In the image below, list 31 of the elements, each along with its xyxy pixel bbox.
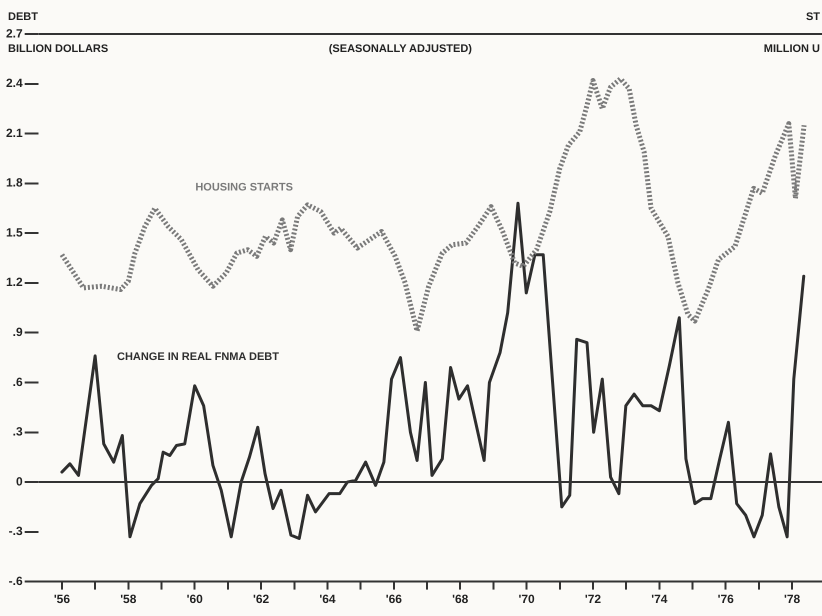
y-tick-label: 1.2 [6, 275, 23, 290]
text: DEBT [8, 11, 38, 23]
y-tick-label: -.6 [8, 574, 23, 588]
y-tick-label: 1.8 [6, 176, 23, 190]
x-tick-label: '78 [784, 592, 801, 606]
x-tick-label: '70 [518, 592, 536, 606]
y-tick-label: -.3 [8, 524, 23, 538]
x-tick-label: '72 [584, 592, 602, 606]
y-tick-label: .9 [12, 325, 23, 340]
x-tick-label: '64 [319, 592, 336, 606]
y-axis-title: BILLION DOLLARS [8, 43, 108, 55]
y-tick-label: 0 [16, 474, 23, 488]
x-tick-label: '76 [718, 592, 734, 606]
x-tick-label: '66 [386, 592, 402, 606]
y-tick-label: 1.5 [6, 225, 23, 240]
y-tick-label: .3 [12, 424, 23, 439]
x-tick-label: '74 [651, 592, 668, 606]
x-tick-label: '60 [186, 592, 204, 606]
x-tick-label: '56 [54, 592, 70, 606]
y-tick-label: .6 [12, 374, 23, 389]
series-label: HOUSING STARTS [195, 181, 293, 194]
x-tick-label: '58 [120, 592, 137, 606]
annotation: MILLION U [764, 43, 820, 55]
y-tick-label: 2.7 [6, 26, 23, 40]
x-tick-label: '62 [252, 592, 270, 606]
text: (SEASONALLY ADJUSTED) [328, 43, 472, 55]
series-label: CHANGE IN REAL FNMA DEBT [117, 351, 280, 364]
x-tick-label: '68 [452, 592, 469, 606]
y-tick-label: 2.4 [6, 76, 23, 90]
y-tick-label: 2.1 [6, 126, 23, 140]
text: ST [806, 11, 820, 23]
